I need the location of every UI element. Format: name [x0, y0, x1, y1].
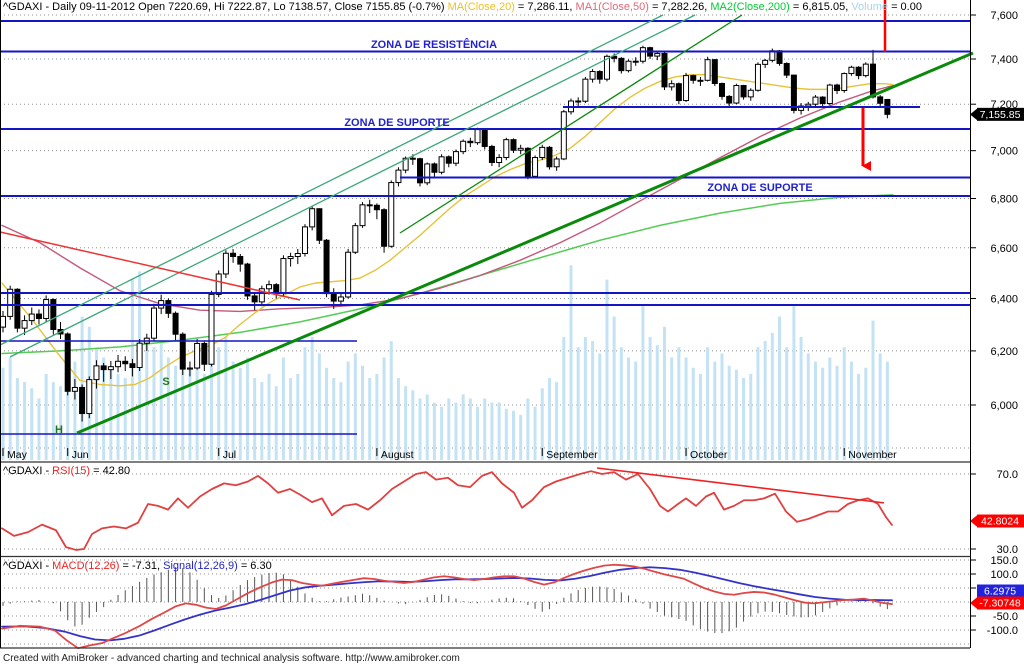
svg-text:6,200: 6,200 [990, 346, 1018, 358]
svg-text:150.0: 150.0 [990, 555, 1018, 567]
value-badges: 7,155.85 42.8024 6.2975-7.30748 [970, 107, 1024, 610]
drawn-annotations[interactable]: ZONA DE RESISTÊNCIA ZONA DE SUPORTE ZONA D… [0, 0, 974, 436]
svg-text:ZONA DE SUPORTE: ZONA DE SUPORTE [344, 117, 449, 129]
svg-text:42.8024: 42.8024 [981, 516, 1019, 528]
svg-text:October: October [690, 449, 728, 461]
x-axis-months: May Jun Jul August September October November [2, 448, 897, 461]
macd-panel-header: ^GDAXI - MACD(12,26) = -7.31, Signal(12,… [3, 560, 272, 572]
svg-text:S: S [162, 376, 169, 388]
svg-text:70.0: 70.0 [997, 469, 1018, 481]
panel-borders [0, 0, 971, 649]
y-axis-labels: 7,6007,4007,2007,0006,8006,6006,4006,200… [970, 10, 1018, 637]
price-panel-header: ^GDAXI - Daily 09-11-2012 Open 7220.69, … [3, 1, 922, 13]
volume-bars [1, 265, 889, 460]
svg-text:-50.0: -50.0 [993, 611, 1018, 623]
svg-text:May: May [7, 449, 28, 461]
svg-text:ZONA DE RESISTÊNCIA: ZONA DE RESISTÊNCIA [371, 38, 497, 51]
svg-text:August: August [381, 449, 414, 461]
svg-text:100.0: 100.0 [990, 569, 1018, 581]
svg-text:30.0: 30.0 [997, 544, 1018, 556]
svg-text:Jul: Jul [223, 449, 236, 461]
rsi-panel-header: ^GDAXI - RSI(15) = 42.80 [3, 465, 130, 477]
footer-credit: Created with AmiBroker - advanced charti… [3, 653, 460, 664]
svg-text:-100.0: -100.0 [987, 625, 1018, 637]
gridlines [0, 14, 970, 645]
macd-plot-area[interactable] [1, 563, 893, 650]
svg-text:September: September [546, 449, 598, 461]
svg-text:6.2975: 6.2975 [984, 586, 1016, 598]
svg-text:7,155.85: 7,155.85 [980, 109, 1021, 121]
svg-text:6,400: 6,400 [990, 294, 1018, 306]
rsi-plot-area[interactable] [1, 467, 893, 551]
svg-text:ZONA DE SUPORTE: ZONA DE SUPORTE [707, 182, 812, 194]
svg-text:7,400: 7,400 [990, 54, 1018, 66]
svg-text:6,800: 6,800 [990, 194, 1018, 206]
svg-text:7,000: 7,000 [990, 146, 1018, 158]
svg-text:6,000: 6,000 [990, 400, 1018, 412]
svg-text:November: November [848, 449, 897, 461]
svg-text:6,600: 6,600 [990, 243, 1018, 255]
svg-text:Jun: Jun [72, 449, 89, 461]
svg-text:-7.30748: -7.30748 [979, 598, 1021, 610]
svg-text:H: H [55, 424, 63, 436]
panel-headers: ^GDAXI - Daily 09-11-2012 Open 7220.69, … [3, 1, 922, 572]
svg-text:7,600: 7,600 [990, 10, 1018, 22]
